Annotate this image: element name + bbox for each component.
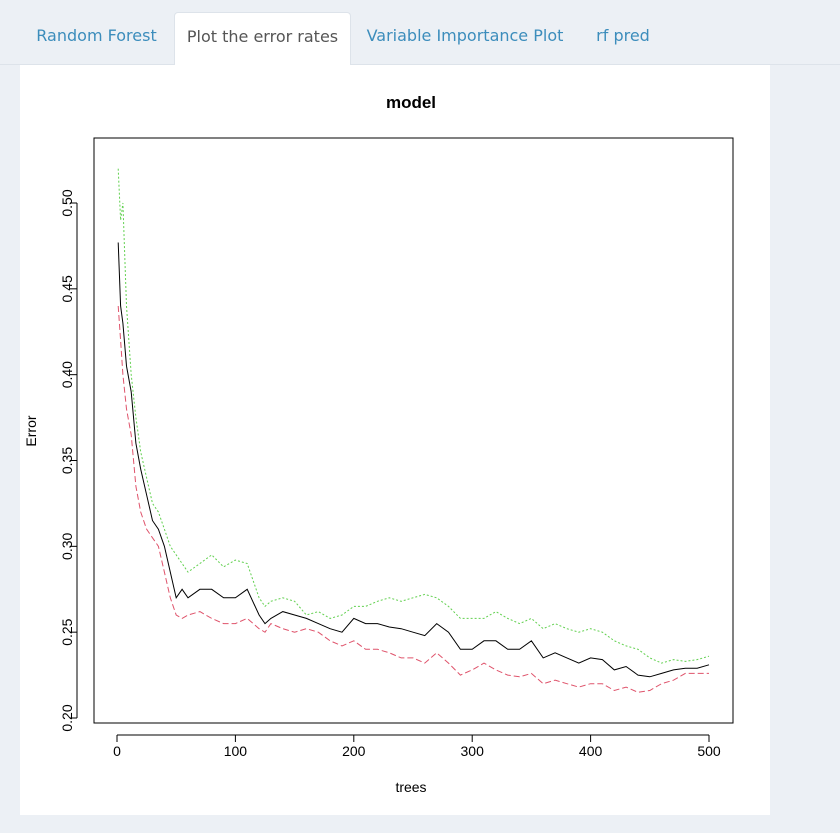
y-tick-label: 0.20 — [59, 704, 75, 731]
axes: 0 100 200 300 400 500 0.20 0.25 0.30 0.35 0.40 0.45… — [59, 189, 721, 759]
chart-title: model — [386, 93, 436, 112]
x-tick-label: 100 — [224, 743, 248, 759]
tab-random-forest[interactable]: Random Forest — [36, 26, 157, 45]
y-tick-label: 0.45 — [59, 275, 75, 302]
y-tick-label: 0.50 — [59, 189, 75, 216]
y-tick-label: 0.25 — [59, 618, 75, 645]
series-line-class-2 — [117, 168, 710, 664]
tab-variable-importance-plot[interactable]: Variable Importance Plot — [366, 26, 564, 45]
error-rate-chart: model trees Error 0 100 200 300 400 500 0.20 0.… — [23, 93, 734, 795]
y-tick-label: 0.30 — [59, 532, 75, 559]
series-line-class-1 — [117, 305, 709, 693]
plot-frame — [93, 137, 734, 724]
x-tick-label: 200 — [342, 743, 366, 759]
y-tick-label: 0.35 — [59, 447, 75, 474]
tab-content-panel: model trees Error 0 100 200 300 400 500 0.20 0.… — [20, 65, 770, 815]
tab-bar: Random Forest Plot the error rates Varia… — [0, 0, 840, 66]
x-tick-label: 400 — [579, 743, 603, 759]
series-group — [117, 168, 710, 693]
x-tick-label: 300 — [461, 743, 485, 759]
tab-plot-error-rates[interactable]: Plot the error rates — [174, 12, 351, 66]
x-axis-label: trees — [395, 779, 426, 795]
tab-rf-pred[interactable]: rf pred — [596, 26, 650, 45]
y-axis-label: Error — [23, 415, 39, 446]
y-tick-label: 0.40 — [59, 361, 75, 388]
x-tick-label: 500 — [697, 743, 721, 759]
series-line-oob — [117, 242, 710, 678]
x-tick-label: 0 — [113, 743, 121, 759]
